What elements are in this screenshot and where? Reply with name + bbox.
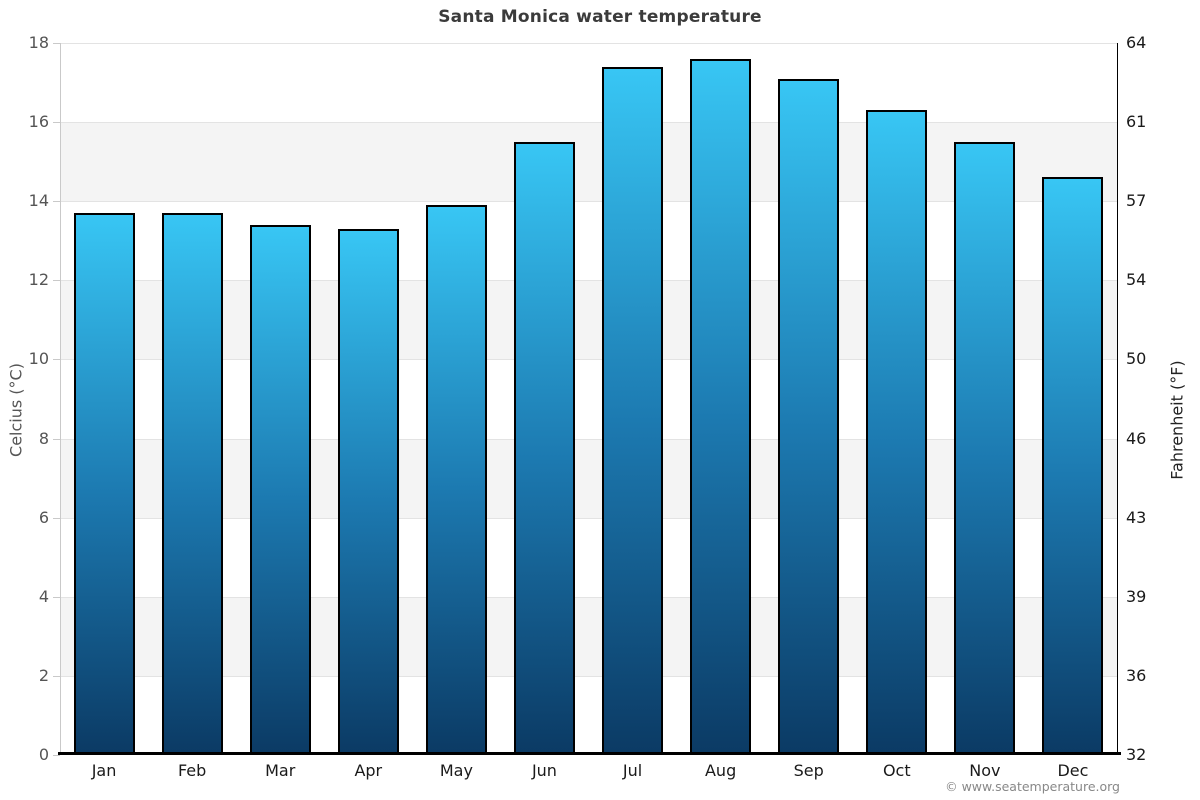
month-label-apr: Apr: [354, 761, 383, 780]
bar-nov: [954, 141, 1016, 755]
month-label-jan: Jan: [91, 761, 117, 780]
plot-band: [60, 517, 1117, 597]
gridline: [60, 43, 1117, 44]
plot-band: [60, 675, 1117, 755]
fahrenheit-axis-line: [1117, 43, 1118, 755]
fahrenheit-tick-label: 57: [1126, 191, 1147, 211]
celsius-tick-label: 16: [28, 112, 49, 132]
fahrenheit-tick-label: 64: [1126, 33, 1147, 52]
celsius-tick-mark: [53, 280, 60, 281]
plot-band: [60, 122, 1117, 202]
celsius-tick-label: 18: [28, 33, 49, 52]
plot-area: [60, 43, 1117, 755]
month-label-oct: Oct: [882, 761, 911, 780]
celsius-tick-label: 14: [28, 191, 49, 211]
plot-band: [60, 43, 1117, 123]
bar-apr: [337, 228, 399, 755]
bar-jun: [513, 141, 575, 755]
celsius-tick-mark: [53, 122, 60, 123]
fahrenheit-tick-label: 36: [1126, 665, 1147, 685]
bar-dec: [1042, 177, 1104, 755]
fahrenheit-tick-label: 61: [1126, 112, 1147, 132]
gridline: [60, 518, 1117, 519]
bar-sep: [778, 78, 840, 755]
x-axis-baseline: [58, 752, 1121, 755]
month-label-nov: Nov: [969, 761, 1001, 780]
gridline: [60, 359, 1117, 360]
celsius-tick-label: 8: [38, 428, 49, 448]
gridline: [60, 201, 1117, 202]
month-label-sep: Sep: [793, 761, 824, 780]
celsius-tick-label: 4: [38, 586, 49, 606]
chart-title: Santa Monica water temperature: [438, 7, 762, 27]
celsius-axis-line: [60, 43, 61, 755]
celsius-tick-label: 0: [38, 745, 49, 764]
month-label-feb: Feb: [177, 761, 207, 780]
gridline: [60, 597, 1117, 598]
fahrenheit-axis-title: Fahrenheit (°F): [1167, 360, 1187, 480]
plot-band: [60, 596, 1117, 676]
celsius-tick-label: 10: [28, 349, 49, 369]
plot-band: [60, 280, 1117, 360]
celsius-tick-mark: [53, 201, 60, 202]
month-label-mar: Mar: [265, 761, 296, 780]
celsius-tick-mark: [53, 676, 60, 677]
month-label-aug: Aug: [704, 761, 737, 780]
month-label-jul: Jul: [622, 761, 643, 780]
plot-band: [60, 359, 1117, 439]
celsius-tick-mark: [53, 359, 60, 360]
gridline: [60, 439, 1117, 440]
fahrenheit-tick-label: 43: [1126, 507, 1147, 527]
gridline: [60, 122, 1117, 123]
bar-may: [425, 205, 487, 755]
plot-band: [60, 201, 1117, 281]
bar-jul: [602, 66, 664, 755]
month-label-jun: Jun: [531, 761, 557, 780]
bar-aug: [690, 58, 752, 755]
celsius-axis-title: Celcius (°C): [6, 363, 26, 457]
plot-band: [60, 438, 1117, 518]
celsius-tick-mark: [53, 518, 60, 519]
celsius-tick-label: 12: [28, 270, 49, 290]
celsius-tick-label: 6: [38, 507, 49, 527]
gridline: [60, 280, 1117, 281]
celsius-tick-label: 2: [38, 665, 49, 685]
fahrenheit-tick-label: 32: [1126, 745, 1147, 764]
fahrenheit-tick-label: 54: [1126, 270, 1147, 290]
fahrenheit-tick-label: 50: [1126, 349, 1147, 369]
celsius-tick-mark: [53, 439, 60, 440]
celsius-tick-mark: [53, 597, 60, 598]
bar-jan: [73, 213, 135, 755]
bar-oct: [866, 110, 928, 755]
attribution-watermark: © www.seatemperature.org: [945, 779, 1120, 794]
gridline: [60, 676, 1117, 677]
celsius-tick-mark: [53, 43, 60, 44]
month-label-may: May: [439, 761, 473, 780]
bar-mar: [249, 224, 311, 755]
fahrenheit-tick-label: 46: [1126, 428, 1147, 448]
month-label-dec: Dec: [1057, 761, 1089, 780]
bar-feb: [161, 213, 223, 755]
fahrenheit-tick-label: 39: [1126, 586, 1147, 606]
celsius-tick-mark: [53, 755, 60, 756]
